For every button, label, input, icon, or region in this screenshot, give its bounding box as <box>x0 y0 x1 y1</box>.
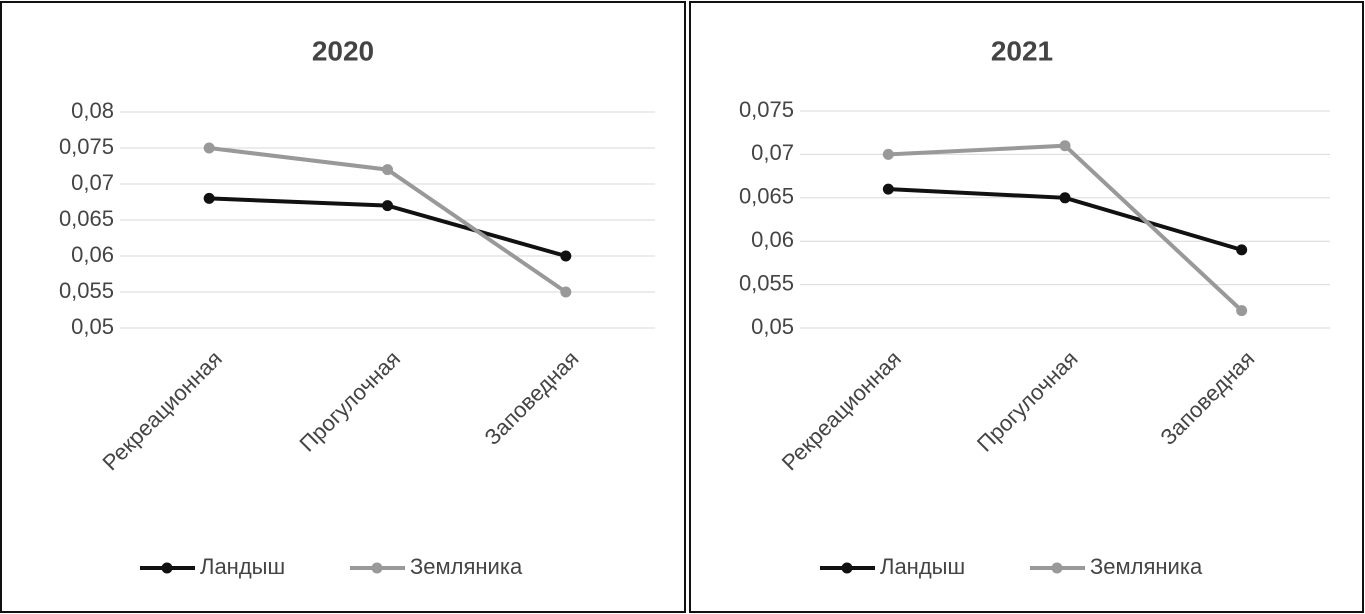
y-tick-label: 0,075 <box>739 97 794 122</box>
data-point <box>560 250 572 262</box>
data-point <box>382 200 393 212</box>
y-tick-label: 0,055 <box>59 278 114 303</box>
legend-marker <box>371 562 383 574</box>
legend-marker <box>1051 562 1063 574</box>
legend-label: Ландыш <box>200 554 285 579</box>
y-tick-label: 0,06 <box>751 227 794 252</box>
panel-frame <box>689 1 1364 613</box>
legend-label: Земляника <box>410 554 523 579</box>
data-point <box>1236 305 1248 317</box>
legend-label: Ландыш <box>880 554 965 579</box>
data-point <box>882 148 894 160</box>
legend-marker <box>841 562 853 574</box>
data-point <box>1059 140 1071 152</box>
y-tick-label: 0,05 <box>751 314 794 339</box>
data-point <box>882 183 894 195</box>
y-tick-label: 0,065 <box>59 206 114 231</box>
data-point <box>203 192 215 204</box>
y-tick-label: 0,065 <box>739 184 794 209</box>
y-tick-label: 0,075 <box>59 134 114 159</box>
y-tick-label: 0,07 <box>751 140 794 165</box>
data-point <box>382 164 393 176</box>
data-point <box>560 286 572 298</box>
y-tick-label: 0,05 <box>71 314 114 339</box>
legend-label: Земляника <box>1090 554 1203 579</box>
data-point <box>1059 192 1071 204</box>
panel-frame <box>0 1 686 613</box>
data-point <box>203 142 215 154</box>
y-tick-label: 0,08 <box>71 98 114 123</box>
data-point <box>1236 244 1248 256</box>
y-tick-label: 0,07 <box>71 170 114 195</box>
chart-title: 2020 <box>312 35 374 66</box>
chart-title: 2021 <box>991 35 1053 66</box>
y-tick-label: 0,06 <box>71 242 114 267</box>
y-tick-label: 0,055 <box>739 270 794 295</box>
legend-marker <box>161 562 173 574</box>
